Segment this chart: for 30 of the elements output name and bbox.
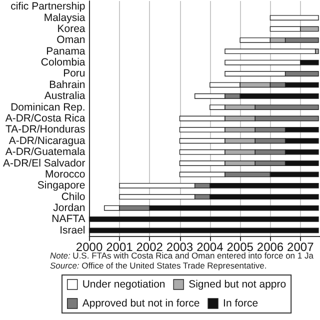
legend-label: Under negotiation bbox=[82, 278, 166, 290]
y-tick-label: Poru bbox=[63, 68, 86, 80]
y-tick-label: NAFTA bbox=[52, 213, 86, 226]
legend-label: In force bbox=[223, 298, 258, 310]
legend-label: Signed but not appro bbox=[188, 278, 286, 290]
y-tick-label: Jordan bbox=[53, 202, 86, 214]
bar bbox=[88, 216, 319, 222]
y-tick-label: Israel bbox=[60, 224, 86, 236]
bar bbox=[270, 15, 319, 20]
y-tick-label: Chilo bbox=[61, 190, 86, 203]
y-tick-label: TA-DR/Honduras bbox=[6, 124, 86, 136]
legend-label: Approved but not in force bbox=[82, 298, 200, 310]
y-tick-label: Singapore bbox=[37, 180, 86, 192]
y-tick-label: Bahrain bbox=[49, 78, 86, 91]
source-note: Source: Office of the United States Trade Representative. bbox=[50, 260, 267, 270]
y-tick-label: A-DR/Guatemala bbox=[5, 146, 86, 158]
y-tick-label: cific Partnership bbox=[10, 0, 86, 13]
y-tick-label: A-DR/El Salvador bbox=[2, 157, 86, 170]
y-tick-label: Oman bbox=[56, 34, 86, 46]
y-tick-label: Morocco bbox=[45, 168, 86, 180]
y-tick-label: Malaysia bbox=[44, 12, 86, 24]
y-tick-label: A-DR/Costa Rica bbox=[5, 112, 86, 124]
bar bbox=[224, 48, 316, 54]
y-tick-label: Colombia bbox=[40, 56, 86, 69]
y-tick-label: Korea bbox=[57, 22, 86, 35]
y-tick-label: Australia bbox=[44, 90, 86, 102]
bar bbox=[88, 228, 319, 234]
y-tick-label: A-DR/Nicaragua bbox=[8, 134, 86, 147]
y-tick-label: Dominican Rep. bbox=[10, 101, 86, 114]
y-tick-label: Panama bbox=[46, 45, 86, 58]
